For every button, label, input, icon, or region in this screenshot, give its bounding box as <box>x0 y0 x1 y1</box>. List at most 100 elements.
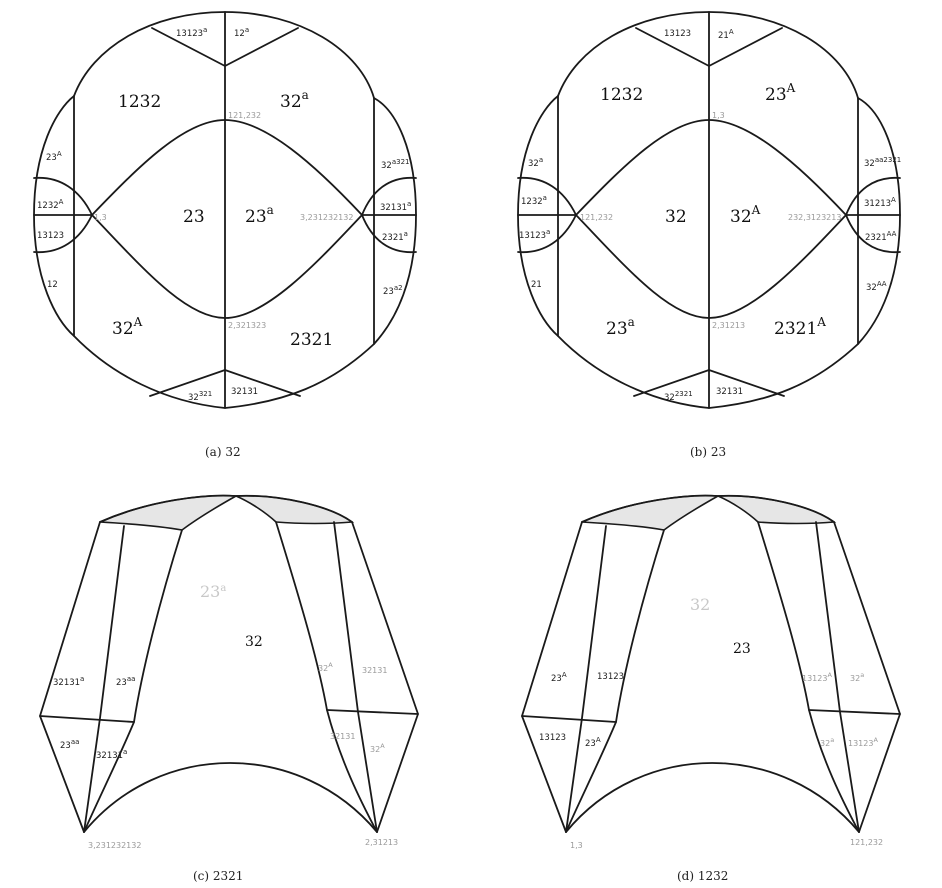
panel-c: 23a 32 32131a 23aa 23aa 32131a 32A 32131… <box>39 494 419 883</box>
panel-d-vertex-right: 121,232 <box>850 838 883 847</box>
panel-b-vertex-right: 232,3123213 <box>788 213 841 222</box>
panel-b-label-right-4: 32AA <box>866 280 887 293</box>
panel-a-label-upper-left: 1232 <box>118 92 161 112</box>
panel-c-label-l-lower-left: 23aa <box>60 738 79 751</box>
panel-d-label-l-upper-left: 23A <box>551 671 567 684</box>
panel-d-label-r-upper-left: 13123A <box>802 671 832 683</box>
panel-d-label-r-lower-left: 32a <box>820 736 834 748</box>
panel-b: 13123 21A 1232 23A 32 32A 23a 2321A 3223… <box>517 11 901 459</box>
panel-a-label-top-right: 12a <box>234 26 249 39</box>
panel-a-right-bulge <box>373 97 417 345</box>
panel-c-right-cross <box>326 709 419 715</box>
panel-b-bottom-wedge <box>633 369 785 397</box>
panel-a-caption: (a) 32 <box>205 445 241 459</box>
panel-c-label-l-upper-right: 23aa <box>116 675 135 688</box>
panel-c-back-arc <box>99 494 353 523</box>
panel-b-label-lower-right: 2321A <box>774 315 826 339</box>
panel-d-label-l-upper-right: 13123 <box>597 672 624 682</box>
panel-b-label-bottom-left: 322321 <box>664 390 693 403</box>
panel-b-vertex-left: 121,232 <box>580 213 613 222</box>
panel-d-bottom-arc <box>565 762 860 833</box>
panel-d-left-front <box>565 529 665 833</box>
panel-a-vertex-left: 1,3 <box>94 213 107 222</box>
panel-c-label-front: 32 <box>245 634 263 650</box>
panel-a-label-upper-right: 32a <box>280 88 309 112</box>
panel-b-label-left-4: 21 <box>531 280 542 290</box>
panel-b-right-bulge <box>857 97 901 345</box>
panel-a-label-left-3: 13123 <box>37 231 64 241</box>
panel-b-vertex-bottom: 2,31213 <box>712 321 745 330</box>
panel-b-label-center-right: 32A <box>730 203 761 227</box>
panel-b-outer-boundary <box>557 11 859 409</box>
panel-a-label-right-1: 32a321 <box>381 158 409 171</box>
panel-d-vertex-left: 1,3 <box>570 841 583 850</box>
panel-c-label-l-lower-right: 32131a <box>96 748 127 761</box>
panel-a-label-bottom-left: 32321 <box>188 390 212 403</box>
panel-d-label-front: 23 <box>733 641 751 657</box>
panel-c-label-r-lower-right: 32A <box>370 742 385 754</box>
panel-b-label-right-1: 32aa2321 <box>864 156 901 169</box>
panel-c-caption: (c) 2321 <box>193 869 243 883</box>
panel-a-vertex-top: 121,232 <box>228 111 261 120</box>
panel-b-label-left-2: 1232a <box>521 194 547 207</box>
panel-d-left-cross <box>521 715 617 723</box>
panel-a-label-left-2: 1232A <box>37 198 64 211</box>
panel-b-label-lower-left: 23a <box>606 315 635 339</box>
panel-a-label-right-2: 32131a <box>380 200 411 213</box>
panel-b-label-left-1: 32a <box>528 156 543 169</box>
panel-a-label-left-4: 12 <box>47 280 58 290</box>
panel-c-vertex-right: 2,31213 <box>365 838 398 847</box>
panel-b-label-right-2: 31213A <box>864 196 896 209</box>
panel-b-label-bottom-right: 32131 <box>716 387 743 397</box>
panel-a-label-lower-left: 32A <box>112 315 143 339</box>
panel-d-label-l-lower-right: 23A <box>585 736 601 749</box>
panel-b-label-left-3: 13123a <box>519 228 550 241</box>
panel-b-label-top-left: 13123 <box>664 29 691 39</box>
panel-d-label-r-lower-right: 13123A <box>848 736 878 748</box>
panel-c-bottom-arc <box>83 762 378 833</box>
panel-a-label-center-right: 23a <box>245 203 274 227</box>
panel-b-caption: (b) 23 <box>690 445 726 459</box>
panel-b-left-bulge <box>517 95 559 337</box>
panel-d-right-outer <box>833 521 901 833</box>
panel-c-right-inner <box>333 521 378 833</box>
panel-d-back-arc <box>581 494 835 523</box>
panel-a-bottom-wedge <box>149 369 301 397</box>
panel-c-label-r-upper-left: 32A <box>318 661 333 673</box>
panel-b-label-right-3: 2321AA <box>865 230 897 243</box>
panel-a: 13123a 12a 1232 32a 23 23a 32A 2321 3232… <box>33 11 417 459</box>
panel-a-label-bottom-right: 32131 <box>231 387 258 397</box>
panel-a-label-right-3: 2321a <box>382 230 408 243</box>
panel-b-top-wedge <box>635 27 783 67</box>
panel-c-vertex-left: 3,231232132 <box>88 841 141 850</box>
panel-a-vertex-bottom: 2,321323 <box>228 321 266 330</box>
panel-b-label-center-left: 32 <box>665 207 687 227</box>
panel-b-label-upper-left: 1232 <box>600 85 643 105</box>
panel-a-label-left-1: 23A <box>46 150 62 163</box>
panel-d-label-r-upper-right: 32a <box>850 671 864 683</box>
panel-c-label-r-upper-right: 32131 <box>362 666 387 675</box>
panel-a-left-bulge <box>33 95 75 337</box>
panel-d-label-l-lower-left: 13123 <box>539 733 566 743</box>
panel-d-left-inner <box>565 525 607 833</box>
panel-a-top-wedge <box>151 27 299 67</box>
panel-a-label-top-left: 13123a <box>176 26 207 39</box>
panel-c-label-l-upper-left: 32131a <box>53 675 84 688</box>
panel-c-left-cross <box>39 715 135 723</box>
panel-c-left-inner <box>83 525 125 833</box>
panel-d: 32 23 23A 13123 13123 23A 13123A 32a 32a… <box>521 494 901 883</box>
panel-d-right-cross <box>808 709 901 715</box>
panel-c-label-back: 23a <box>200 582 226 601</box>
panel-b-vertex-top: 1,3 <box>712 111 725 120</box>
panel-a-label-lower-right: 2321 <box>290 330 333 350</box>
panel-a-label-right-4: 23a2 <box>383 284 403 297</box>
panel-c-label-r-lower-left: 32131 <box>330 732 355 741</box>
panel-c-left-front <box>83 529 183 833</box>
panel-a-label-center-left: 23 <box>183 207 205 227</box>
panel-d-caption: (d) 1232 <box>677 869 728 883</box>
panel-d-label-back: 32 <box>690 595 710 614</box>
panel-c-right-outer <box>351 521 419 833</box>
panel-c-right-front <box>275 521 378 833</box>
